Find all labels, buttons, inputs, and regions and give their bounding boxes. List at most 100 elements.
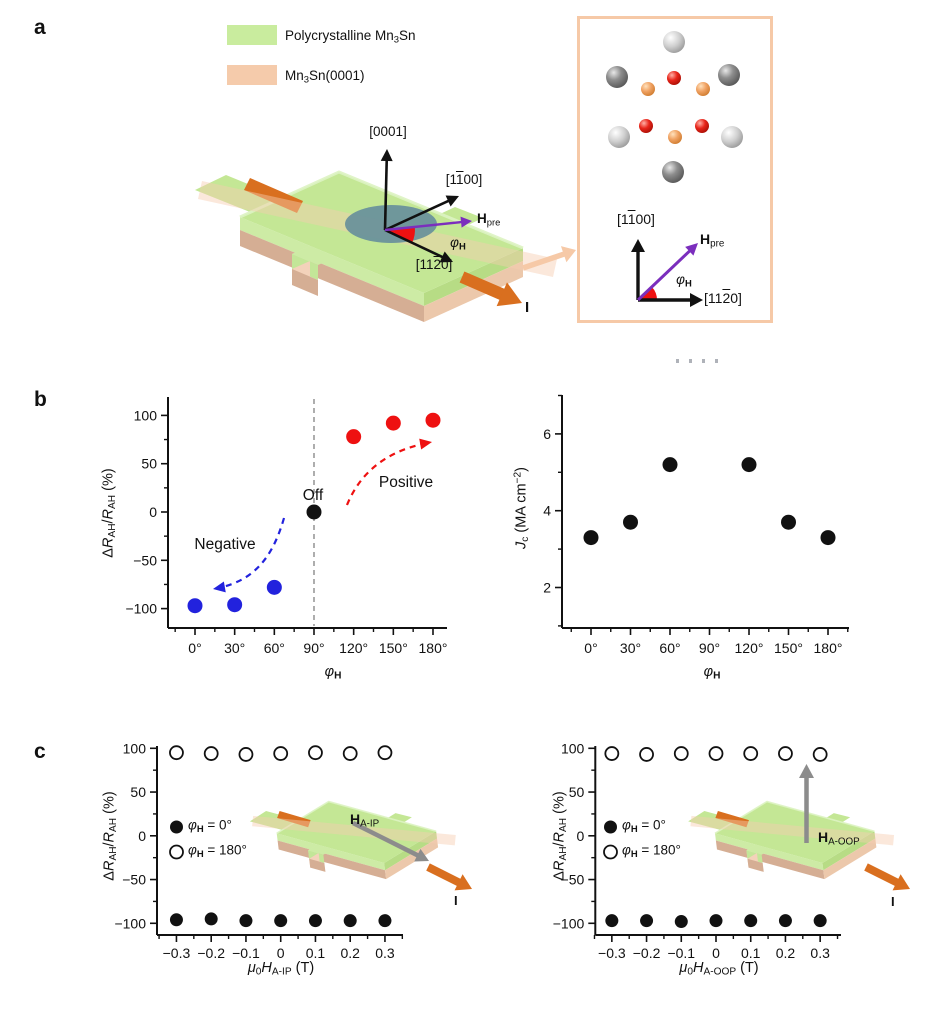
current-out-arrow-c-left [426,863,472,891]
data-point-phi_h_0 [308,914,322,928]
panel-b-label: b [34,388,47,411]
axis-label-1120: [1120] [415,257,453,272]
data-point-positive [385,415,401,431]
atom-dark [662,161,684,183]
panel-a-label: a [34,16,46,39]
data-point-critical_current_density [662,457,678,473]
x-tick-label: 150° [379,640,408,656]
data-point-phi_h_180 [238,747,254,762]
h-a-ip-arrow [351,820,429,862]
y-tick-label: −50 [561,872,585,888]
x-tick-label: 120° [735,640,764,656]
y-tick-label: −100 [114,915,146,931]
y-tick-label: 0 [149,504,157,520]
data-point-phi_h_0 [169,913,183,927]
inset-axis-arrow-1120 [638,293,703,307]
arrow-shaft [522,250,567,271]
x-tick-label: 0.3 [375,945,395,961]
data-point-phi_h_0 [778,914,792,928]
atom-orange [668,130,682,144]
x-tick-label: −0.3 [163,945,191,961]
device-stub-back [825,813,851,823]
device-c-right [688,800,895,880]
data-point-critical_current_density [623,514,639,530]
y-tick-label: 50 [569,784,585,800]
atom-dark [718,64,740,86]
inset-connector-arrow [522,246,576,271]
x-tick-label: −0.2 [633,945,661,961]
rotation-plane-disk [345,205,437,243]
device-stub-front-peach [747,858,764,872]
device-side-green-right [822,831,876,871]
device-stub-front-top [746,844,772,855]
x-tick-label: 0° [584,640,597,656]
arrow-head [631,239,645,252]
y-tick-label: 100 [123,740,147,756]
arrow-head [414,848,429,862]
axis-label-0001: [0001] [369,124,407,139]
b-right-y-axis-label: Jc (MA cm−2) [512,467,532,549]
x-tick-label: −0.2 [197,945,225,961]
x-tick-label: 30° [224,640,245,656]
arrow-shaft [384,228,445,259]
trend-arrow-path [217,517,286,590]
x-tick-label: 90° [303,640,324,656]
data-point-phi_h_180 [639,747,654,762]
h-a-oop-arrow [799,764,814,843]
legend-marker-filled [604,820,617,834]
atom-orange [641,82,655,96]
data-point-phi_h_0 [605,914,619,928]
axis-label-1100: [1100] [445,172,483,187]
device-side-green-left [715,833,824,871]
data-point-phi_h_0 [204,912,218,926]
data-point-phi_h_180 [308,745,323,761]
data-point-positive [425,412,441,428]
arrow-head [892,874,910,891]
y-tick-label: −50 [133,552,157,568]
data-point-phi_h_0 [343,914,357,928]
device-side-green-left [276,833,386,871]
atom-orange [696,82,710,96]
arrow-shaft [864,863,901,887]
data-point-phi_h_180 [743,746,759,761]
atom-red [695,119,709,133]
arrow-head [685,243,698,256]
data-point-critical_current_density [741,457,757,473]
data-point-critical_current_density [820,530,836,546]
x-tick-label: 0° [188,640,201,656]
device-side-peach-right [424,261,523,322]
data-point-phi_h_0 [640,914,654,928]
legend-label-mn3sn0001: Mn3Sn(0001) [285,68,365,86]
y-tick-label: 50 [130,784,146,800]
data-point-phi_h_0 [239,914,253,928]
x-tick-label: −0.1 [667,945,695,961]
chart-c_left: 100 50 0 −50 −100 −0.3 −0.2 −0.1 0 0.1 0.2 0.3 [114,740,404,961]
x-tick-label: 180° [419,640,448,656]
inset-axis-label-1120: [1120] [704,290,742,306]
annotation-positive: Positive [379,474,433,491]
atom-red [667,71,681,85]
device-side-green-left [240,217,424,306]
data-point-positive [346,429,362,445]
axis-arrow-0001 [380,149,393,231]
x-tick-label: 0 [277,945,285,961]
data-point-negative [187,598,203,614]
x-tick-label: 0.3 [810,945,830,961]
device-stub-front-peach [292,269,318,296]
y-tick-label: −100 [553,915,585,931]
c-right-legend-phi0: φH = 0° [622,817,666,835]
atom-light [608,126,630,148]
data-point-phi_h_180 [708,746,724,761]
trend-arrow-head [213,581,226,593]
arrow-shaft [383,159,389,231]
data-point-phi_h_0 [744,914,758,928]
y-tick-label: 50 [141,456,157,472]
arrow-head [460,216,472,228]
phi-angle-wedge [385,226,415,243]
legend-marker-open [603,844,618,860]
x-tick-label: 0.1 [306,945,326,961]
axis-arrow-1120 [384,228,453,263]
inset-axis-arrow-1100 [631,239,645,300]
arrow-head [690,293,703,307]
b-right-x-axis-label: φH [703,664,721,682]
